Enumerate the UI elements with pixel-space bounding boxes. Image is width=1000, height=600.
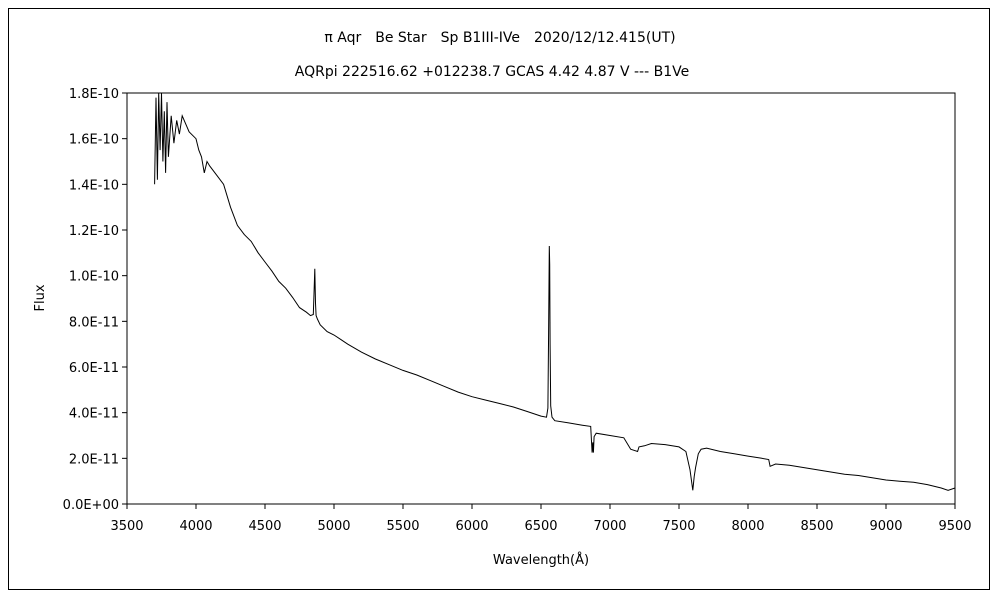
- x-tick-label: 5000: [317, 519, 350, 534]
- x-axis: 3500 4000 4500 5000 5500 6000 6500 7000 7500 8000…: [110, 504, 972, 534]
- x-tick-label: 6500: [524, 519, 557, 534]
- x-tick-label: 7500: [662, 519, 695, 534]
- y-axis-label: Flux: [33, 284, 48, 311]
- x-tick-label: 9000: [869, 519, 902, 534]
- y-tick-label: 1.4E-10: [69, 178, 119, 193]
- y-tick-label: 4.0E-11: [69, 407, 119, 422]
- y-axis: 0.0E+00 2.0E-11 4.0E-11 6.0E-11 8.0E-11 1.0E-…: [63, 87, 127, 513]
- x-tick-label: 8000: [731, 519, 764, 534]
- y-tick-label: 1.2E-10: [69, 224, 119, 239]
- y-tick-label: 1.6E-10: [69, 133, 119, 148]
- x-tick-label: 7000: [593, 519, 626, 534]
- plot-area: [126, 92, 956, 505]
- x-tick-label: 8500: [800, 519, 833, 534]
- chart-title: π Aqr Be Star Sp B1III-IVe 2020/12/12.41…: [324, 30, 675, 46]
- x-axis-label: Wavelength(Å): [493, 552, 589, 568]
- x-tick-label: 3500: [110, 519, 143, 534]
- flux-series-line: [154, 92, 956, 491]
- x-tick-label: 9500: [938, 519, 971, 534]
- x-tick-label: 4000: [179, 519, 212, 534]
- y-tick-label: 6.0E-11: [69, 361, 119, 376]
- x-tick-label: 4500: [248, 519, 281, 534]
- chart-subtitle: AQRpi 222516.62 +012238.7 GCAS 4.42 4.87…: [295, 64, 689, 80]
- y-tick-label: 0.0E+00: [63, 498, 119, 513]
- y-tick-label: 8.0E-11: [69, 315, 119, 330]
- y-tick-label: 1.8E-10: [69, 87, 119, 102]
- x-tick-label: 6000: [455, 519, 488, 534]
- y-tick-label: 2.0E-11: [69, 452, 119, 467]
- x-tick-label: 5500: [386, 519, 419, 534]
- y-tick-label: 1.0E-10: [69, 270, 119, 285]
